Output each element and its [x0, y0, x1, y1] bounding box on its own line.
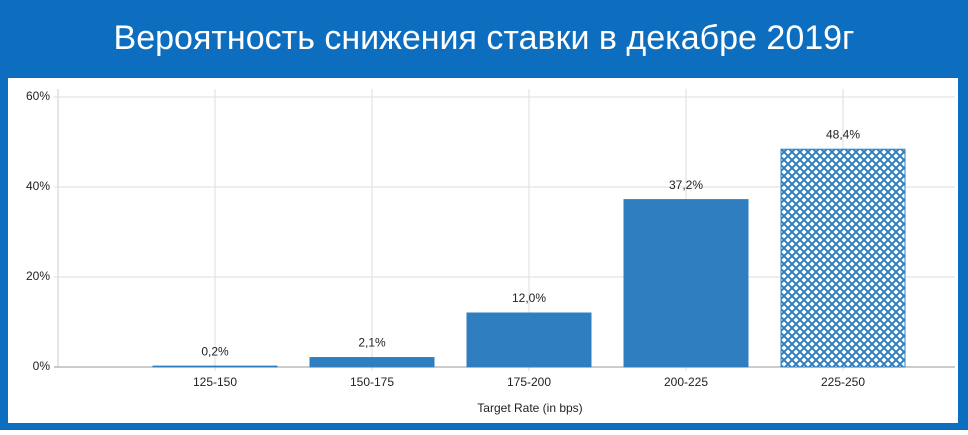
chart-title: Вероятность снижения ставки в декабре 20…	[114, 19, 855, 57]
y-tick-label: 60%	[26, 89, 50, 103]
x-tick-label: 150-175	[350, 375, 394, 389]
data-label: 48,4%	[826, 127, 860, 141]
y-tick-label: 20%	[26, 269, 50, 283]
x-tick-label: 175-200	[507, 375, 551, 389]
x-tick-label: 125-150	[193, 375, 237, 389]
bar	[623, 199, 749, 368]
bar	[152, 365, 278, 368]
data-label: 12,0%	[512, 291, 546, 305]
y-tick-label: 0%	[33, 359, 51, 373]
data-label: 0,2%	[201, 344, 229, 358]
data-label: 37,2%	[669, 178, 703, 192]
y-tick-label: 40%	[26, 179, 50, 193]
bar	[780, 148, 906, 368]
bar	[309, 357, 435, 368]
x-axis-label: Target Rate (in bps)	[477, 401, 582, 415]
x-tick-label: 200-225	[664, 375, 708, 389]
x-tick-label: 225-250	[821, 375, 865, 389]
bar	[466, 312, 592, 368]
data-label: 2,1%	[358, 336, 386, 350]
